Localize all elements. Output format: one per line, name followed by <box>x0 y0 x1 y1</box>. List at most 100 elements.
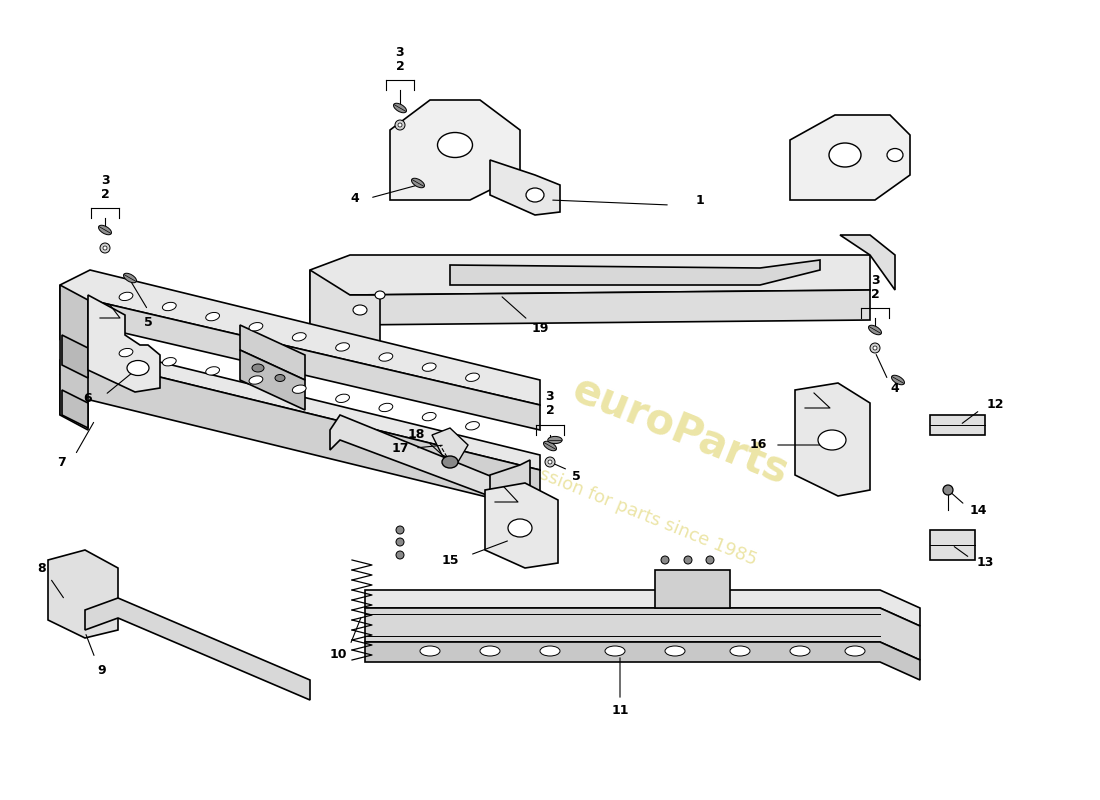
Polygon shape <box>60 285 88 430</box>
Ellipse shape <box>465 373 480 382</box>
Ellipse shape <box>395 120 405 130</box>
Polygon shape <box>450 260 820 285</box>
Ellipse shape <box>422 363 436 371</box>
Ellipse shape <box>353 305 367 315</box>
Polygon shape <box>432 428 468 462</box>
Text: 9: 9 <box>98 663 107 677</box>
Ellipse shape <box>249 322 263 331</box>
Ellipse shape <box>869 326 881 334</box>
Polygon shape <box>390 100 520 200</box>
Polygon shape <box>48 550 118 638</box>
Polygon shape <box>930 415 984 435</box>
Ellipse shape <box>398 123 402 127</box>
Ellipse shape <box>163 302 176 310</box>
Text: 4: 4 <box>891 382 900 394</box>
Ellipse shape <box>206 366 220 375</box>
Ellipse shape <box>396 551 404 559</box>
Polygon shape <box>88 295 160 392</box>
Text: 16: 16 <box>749 438 767 451</box>
Text: 7: 7 <box>57 455 66 469</box>
Polygon shape <box>365 642 920 680</box>
Polygon shape <box>365 608 920 660</box>
Ellipse shape <box>379 353 393 362</box>
Ellipse shape <box>540 646 560 656</box>
Ellipse shape <box>508 519 532 537</box>
Ellipse shape <box>119 349 133 357</box>
Ellipse shape <box>480 646 501 656</box>
Text: 3: 3 <box>871 274 879 286</box>
Ellipse shape <box>543 442 557 450</box>
Polygon shape <box>330 415 500 500</box>
Polygon shape <box>790 115 910 200</box>
Text: 4: 4 <box>351 191 360 205</box>
Ellipse shape <box>163 358 176 366</box>
Ellipse shape <box>336 342 350 351</box>
Text: 19: 19 <box>531 322 549 334</box>
Text: 2: 2 <box>546 405 554 418</box>
Text: 2: 2 <box>100 187 109 201</box>
Polygon shape <box>60 270 540 405</box>
Ellipse shape <box>396 526 404 534</box>
Polygon shape <box>85 598 310 700</box>
Polygon shape <box>60 300 540 430</box>
Polygon shape <box>795 383 870 496</box>
Text: 13: 13 <box>977 555 993 569</box>
Ellipse shape <box>526 188 544 202</box>
Text: 8: 8 <box>37 562 46 574</box>
Ellipse shape <box>790 646 810 656</box>
Text: 11: 11 <box>612 703 629 717</box>
Text: 3: 3 <box>546 390 554 403</box>
Ellipse shape <box>684 556 692 564</box>
Ellipse shape <box>730 646 750 656</box>
Polygon shape <box>310 290 870 340</box>
Ellipse shape <box>422 413 436 421</box>
Ellipse shape <box>465 422 480 430</box>
Ellipse shape <box>396 538 404 546</box>
Polygon shape <box>60 345 540 470</box>
Ellipse shape <box>100 243 110 253</box>
Ellipse shape <box>293 385 306 394</box>
Ellipse shape <box>123 274 136 282</box>
Ellipse shape <box>438 133 473 158</box>
Ellipse shape <box>845 646 865 656</box>
Text: 2: 2 <box>396 59 405 73</box>
Ellipse shape <box>99 226 111 234</box>
Text: euroParts: euroParts <box>565 367 794 493</box>
Ellipse shape <box>943 485 953 495</box>
Bar <box>663 576 679 604</box>
Text: 3: 3 <box>101 174 109 186</box>
Ellipse shape <box>375 291 385 299</box>
Polygon shape <box>490 160 560 215</box>
Ellipse shape <box>887 149 903 162</box>
Polygon shape <box>62 335 88 378</box>
Ellipse shape <box>252 364 264 372</box>
Ellipse shape <box>873 346 877 350</box>
Ellipse shape <box>666 646 685 656</box>
Text: 3: 3 <box>396 46 405 58</box>
Ellipse shape <box>548 437 562 443</box>
Polygon shape <box>240 325 305 380</box>
Polygon shape <box>310 255 870 310</box>
Text: 10: 10 <box>329 649 346 662</box>
Text: 1: 1 <box>695 194 704 206</box>
Polygon shape <box>490 460 530 502</box>
Polygon shape <box>930 530 975 560</box>
Ellipse shape <box>870 343 880 353</box>
Ellipse shape <box>891 375 904 385</box>
Ellipse shape <box>206 313 220 321</box>
Text: 2: 2 <box>870 287 879 301</box>
Polygon shape <box>60 360 540 510</box>
Text: 14: 14 <box>969 503 987 517</box>
Text: 5: 5 <box>572 470 581 482</box>
Ellipse shape <box>275 374 285 382</box>
Text: 18: 18 <box>407 427 425 441</box>
Polygon shape <box>310 270 380 360</box>
Polygon shape <box>840 235 895 290</box>
Ellipse shape <box>336 394 350 402</box>
Polygon shape <box>485 483 558 568</box>
Ellipse shape <box>126 361 148 375</box>
Ellipse shape <box>103 246 107 250</box>
Text: 6: 6 <box>84 391 92 405</box>
Ellipse shape <box>420 646 440 656</box>
Ellipse shape <box>544 457 556 467</box>
